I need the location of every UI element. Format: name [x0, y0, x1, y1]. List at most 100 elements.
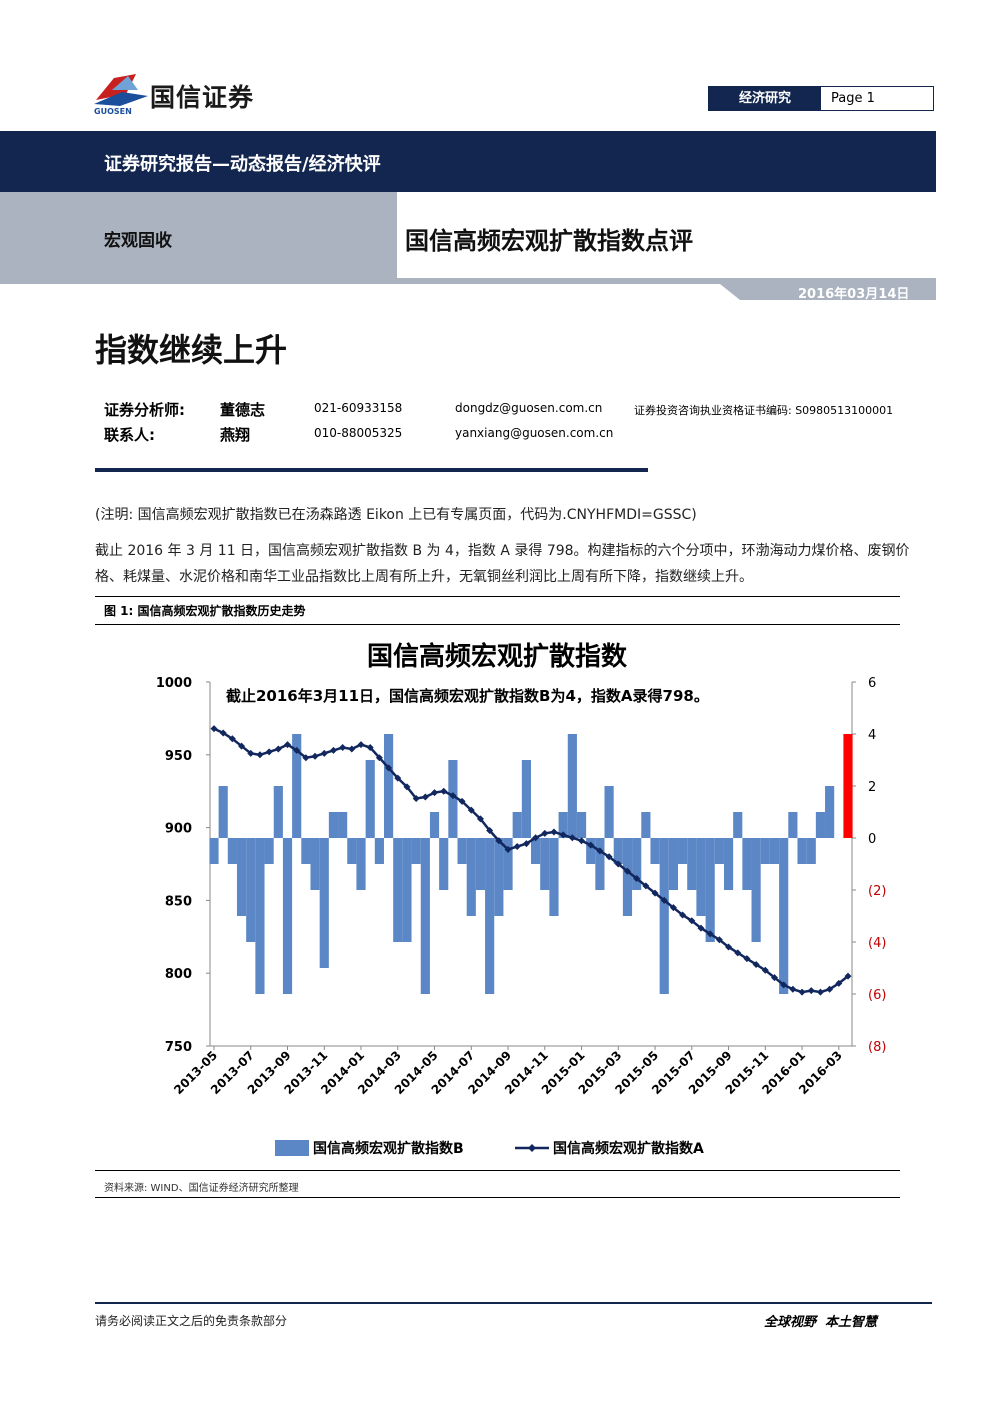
- bar: [788, 812, 798, 838]
- bar: [319, 838, 329, 968]
- line-marker: [835, 979, 843, 987]
- note: (注明: 国信高频宏观扩散指数已在汤森路透 Eikon 上已有专属页面，代码为.…: [95, 507, 697, 523]
- line-marker: [550, 828, 558, 836]
- bar: [429, 812, 440, 838]
- line-marker: [210, 725, 218, 733]
- bar: [843, 734, 853, 838]
- line-marker: [256, 751, 264, 759]
- bar: [576, 812, 587, 838]
- line-marker: [403, 783, 411, 791]
- line-marker: [770, 974, 778, 982]
- date-band: [0, 278, 936, 300]
- bar: [218, 786, 228, 838]
- line-marker: [247, 749, 255, 757]
- bar: [650, 838, 660, 864]
- page-number: Page 1: [831, 91, 875, 106]
- y-tick-label: 750: [165, 1040, 192, 1055]
- bar: [439, 838, 449, 890]
- bar: [328, 812, 339, 838]
- line-marker: [467, 806, 475, 814]
- bar: [347, 838, 357, 864]
- line-marker: [495, 837, 503, 845]
- bar: [531, 838, 541, 864]
- line-marker: [660, 896, 668, 904]
- section: 经济研究: [709, 87, 821, 110]
- line-marker: [743, 955, 751, 963]
- contact-email: yanxiang@guosen.com.cn: [455, 426, 614, 440]
- bar: [613, 838, 623, 864]
- line-marker: [623, 867, 631, 875]
- bar: [292, 734, 302, 838]
- line-marker: [357, 741, 365, 749]
- y-tick-label: 1000: [156, 676, 192, 691]
- bar: [632, 838, 642, 890]
- line-marker: [826, 985, 834, 993]
- bar: [604, 786, 614, 838]
- line-marker: [219, 729, 227, 737]
- brand: 国信证券: [150, 83, 255, 112]
- line-marker: [302, 754, 310, 762]
- rule: [95, 624, 900, 625]
- bar: [696, 838, 706, 916]
- analyst-phone: 021-60933158: [314, 401, 403, 415]
- source: 资料来源: WIND、国信证券经济研究所整理: [104, 1183, 299, 1194]
- bar: [659, 838, 669, 994]
- line-marker: [486, 827, 494, 835]
- rule: [95, 596, 900, 597]
- bar: [338, 812, 348, 838]
- bar: [420, 838, 430, 994]
- analyst-role: 证券分析师:: [104, 401, 185, 419]
- legend-label: 国信高频宏观扩散指数A: [553, 1140, 704, 1157]
- logo-sub: GUOSEN: [94, 107, 132, 116]
- bar: [751, 838, 761, 942]
- bar: [622, 838, 633, 916]
- line-marker: [394, 774, 402, 782]
- bar: [595, 838, 605, 890]
- bar: [310, 838, 320, 890]
- line-marker: [651, 889, 659, 897]
- bar: [301, 838, 311, 864]
- line-marker: [412, 794, 420, 802]
- report-title: 国信高频宏观扩散指数点评: [405, 227, 693, 255]
- line-marker: [734, 949, 742, 957]
- line-marker: [578, 837, 586, 845]
- line-marker: [293, 746, 301, 754]
- contact-phone: 010-88005325: [314, 426, 403, 440]
- line-marker: [311, 752, 319, 760]
- line-marker: [798, 988, 806, 996]
- bar: [503, 838, 513, 890]
- bar: [641, 812, 651, 838]
- y2-tick-label: 0: [868, 832, 876, 847]
- rule: [95, 1197, 900, 1198]
- bar: [769, 838, 780, 864]
- line-marker: [348, 745, 356, 753]
- line-marker: [633, 875, 641, 883]
- line-marker: [513, 843, 521, 851]
- line-marker: [431, 789, 439, 797]
- bar: [236, 838, 247, 916]
- legend-swatch: [528, 1144, 536, 1152]
- y2-tick-label: 4: [868, 728, 876, 743]
- bar: [466, 838, 476, 916]
- y-tick-label: 800: [165, 967, 192, 982]
- bar: [457, 838, 467, 864]
- y2-tick-label: (4): [868, 936, 886, 951]
- line-marker: [568, 834, 576, 842]
- line-marker: [642, 882, 650, 890]
- headline: 指数继续上升: [95, 331, 288, 369]
- page-box: 经济研究 Page 1: [708, 86, 934, 111]
- bar: [586, 838, 596, 864]
- category-band: [0, 192, 397, 278]
- line-marker: [725, 943, 733, 951]
- banner-band: [0, 131, 936, 192]
- logo: GUOSEN: [94, 74, 148, 116]
- bar: [209, 838, 219, 864]
- line-marker: [385, 764, 393, 772]
- bar: [512, 812, 522, 838]
- line-marker: [780, 981, 788, 989]
- chart-title: 国信高频宏观扩散指数: [367, 641, 628, 672]
- line-marker: [265, 748, 273, 756]
- line-marker: [614, 860, 622, 868]
- line-marker: [541, 829, 549, 837]
- y2-tick-label: 6: [868, 676, 876, 691]
